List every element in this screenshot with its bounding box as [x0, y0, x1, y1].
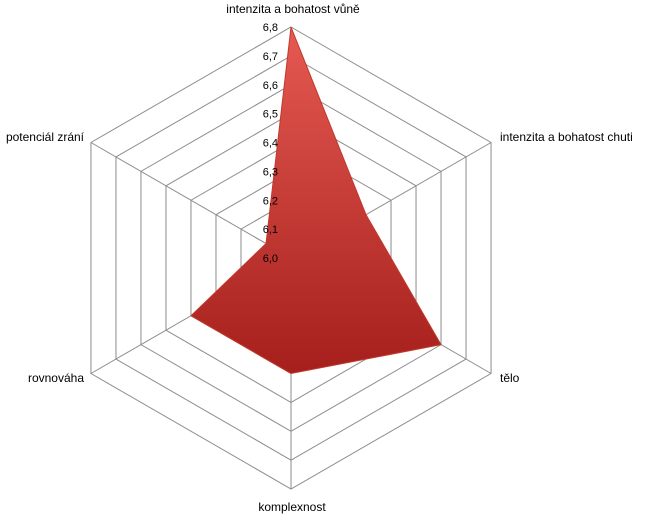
tick-label: 6,2: [263, 195, 278, 207]
tick-label: 6,1: [263, 224, 278, 236]
tick-label: 6,7: [263, 51, 278, 63]
axis-label: rovnováha: [28, 371, 84, 385]
axis-label: intenzita a bohatost chuti: [500, 130, 633, 144]
axis-labels: intenzita a bohatost vůně intenzita a boh…: [6, 2, 633, 514]
axis-label: potenciál zrání: [6, 130, 85, 144]
tick-label: 6,8: [263, 22, 278, 34]
axis-label: intenzita a bohatost vůně: [226, 2, 360, 16]
tick-label: 6,0: [263, 253, 278, 265]
series-area: [190, 26, 442, 375]
axis-label: tělo: [500, 371, 520, 385]
series-layer: [190, 26, 442, 375]
tick-label: 6,4: [263, 138, 278, 150]
tick-label: 6,6: [263, 80, 278, 92]
tick-labels: 6,0 6,1 6,2 6,3 6,4 6,5 6,6 6,7 6,8: [263, 22, 278, 265]
tick-label: 6,5: [263, 109, 278, 121]
axis-spoke: [90, 142, 292, 259]
axis-label: komplexnost: [258, 500, 326, 514]
tick-label: 6,3: [263, 166, 278, 178]
